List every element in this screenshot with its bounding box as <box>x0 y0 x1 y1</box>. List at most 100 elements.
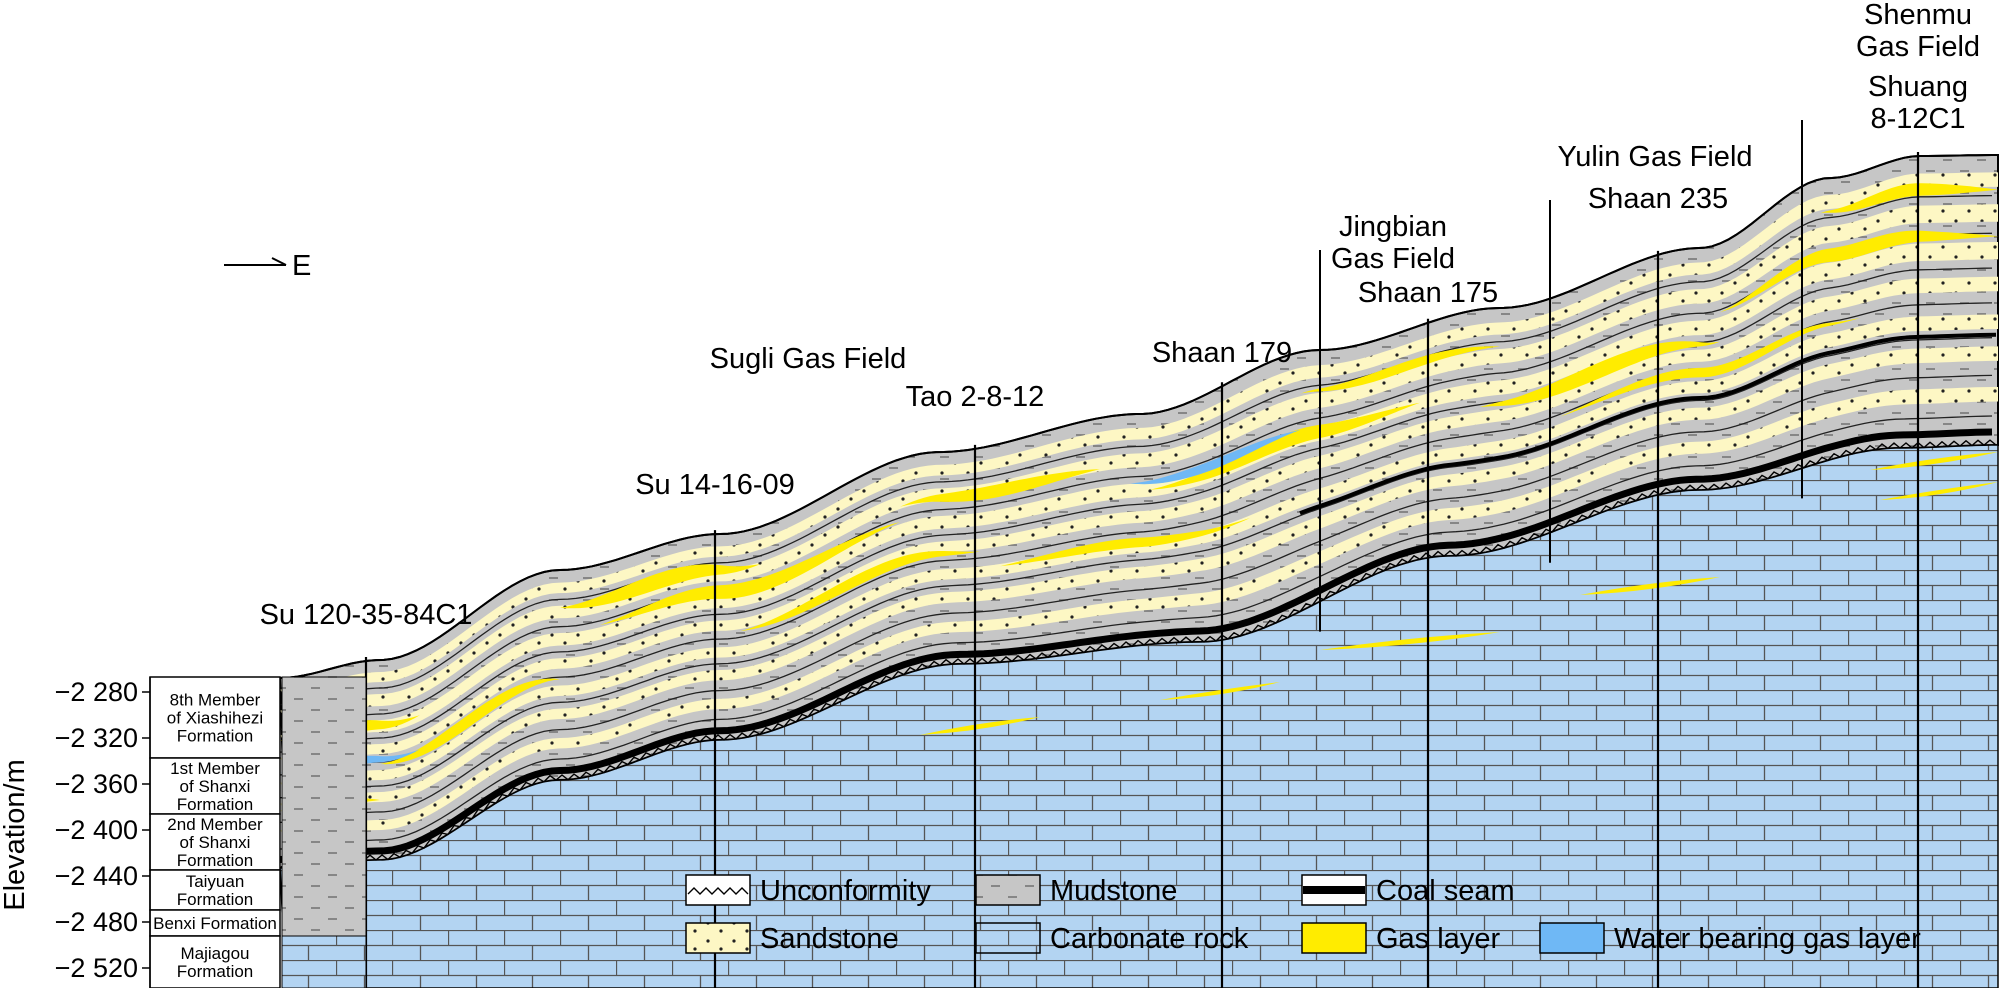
formation-label: of Shanxi <box>180 777 251 796</box>
sandstone-band <box>280 387 1998 840</box>
legend-swatch <box>1301 922 1367 954</box>
formation-label: 8th Member <box>170 691 261 710</box>
formation-cell <box>149 935 281 988</box>
legend-swatch-mark <box>1303 886 1365 894</box>
legend-label: Carbonate rock <box>1050 923 1249 955</box>
gas-layer-lens <box>1560 317 1860 417</box>
unconformity-line <box>279 439 1997 869</box>
axis-tick-label: −2 520 <box>55 953 138 983</box>
formation-label: Formation <box>177 727 254 746</box>
legend-item-water: Water bearing gas layer <box>1539 922 1921 955</box>
legend-swatch <box>685 922 751 954</box>
legend: Unconformity Mudstone Coal seam Sandstone Ca… <box>685 874 1921 955</box>
gas-layer-lens <box>1870 452 1998 470</box>
formation-label: of Xiashihezi <box>167 709 263 728</box>
legend-swatch-mark <box>687 887 749 895</box>
gas-layer-lens <box>920 717 1040 735</box>
formation-label: Taiyuan <box>186 872 245 891</box>
formation-label: Formation <box>177 890 254 909</box>
gas-field-label: Gas Field <box>1331 243 1455 275</box>
legend-swatch <box>975 874 1041 906</box>
formation-cell <box>149 676 281 759</box>
formation-cell <box>149 869 281 911</box>
gas-field-label: Jingbian <box>1339 211 1447 243</box>
sandstone-band <box>280 276 1998 768</box>
formation-label: Formation <box>177 962 254 981</box>
legend-item-coal: Coal seam <box>1301 874 1515 907</box>
gas-layer-lens <box>600 522 900 626</box>
well-label: Shaan 235 <box>1588 183 1728 215</box>
gas-layer-lens <box>1320 632 1500 650</box>
legend-item-carbonate: Carbonate rock <box>975 922 1249 955</box>
bed-boundary <box>279 267 1993 753</box>
sandstone-band <box>280 172 1998 699</box>
gas-layer-lens <box>1480 341 1720 407</box>
gas-layer-lens <box>1580 577 1720 595</box>
gas-layer-lens <box>380 678 560 765</box>
bed-boundary <box>279 337 1993 799</box>
column-strip <box>281 676 367 937</box>
well-label: Shaan 175 <box>1358 277 1498 309</box>
formation-label: Benxi Formation <box>153 914 277 933</box>
coal-seam <box>279 428 1993 863</box>
bed-boundary <box>279 415 1993 850</box>
bed-boundary <box>279 232 1993 730</box>
column-strip <box>281 935 367 988</box>
axis-tick-label: −2 360 <box>55 769 138 799</box>
sandstone-band <box>280 346 1998 813</box>
gas-layer-lens <box>1720 230 1998 313</box>
formation-cell <box>149 813 281 871</box>
well-label: Shaan 179 <box>1152 337 1292 369</box>
formation-label: 1st Member <box>170 759 260 778</box>
strata-body <box>278 154 1999 988</box>
elevation-axis: Elevation/m −2 280 −2 320 −2 360 −2 400 −2 4… <box>0 677 151 988</box>
gas-layer-lens <box>1880 482 1998 500</box>
arrow-head <box>271 257 287 266</box>
axis-tick-label: −2 280 <box>55 677 138 707</box>
gas-field-label: Sugli Gas Field <box>710 343 907 375</box>
axis-tick-label: −2 400 <box>55 815 138 845</box>
well-label: Shuang <box>1868 71 1968 103</box>
gas-layer-lens <box>1000 518 1250 567</box>
legend-label: Gas layer <box>1376 923 1500 955</box>
legend-label: Sandstone <box>760 923 899 955</box>
gas-layer-lens <box>1300 346 1500 394</box>
well-label: Su 120-35-84C1 <box>260 599 473 631</box>
carbonate-package <box>279 444 1999 988</box>
coal-seam <box>1299 332 1997 515</box>
legend-label: Coal seam <box>1376 875 1515 907</box>
well-label: 8-12C1 <box>1870 103 1965 135</box>
bed-boundary <box>279 194 1993 706</box>
gas-layer-lens <box>560 564 760 609</box>
legend-item-sandstone: Sandstone <box>685 922 899 955</box>
legend-item-unconformity: Unconformity <box>685 874 931 907</box>
gas-layer-lens <box>740 551 980 632</box>
legend-item-gas: Gas layer <box>1301 922 1500 955</box>
formation-label: Majiagou <box>181 944 250 963</box>
bed-boundary <box>279 374 1993 824</box>
well-label: Tao 2-8-12 <box>906 381 1045 413</box>
direction-indicator: E <box>224 250 311 282</box>
legend-item-mudstone: Mudstone <box>975 874 1177 907</box>
gas-layer-lens <box>1160 682 1280 700</box>
gas-field-label: Yulin Gas Field <box>1557 141 1752 173</box>
legend-label: Water bearing gas layer <box>1614 923 1921 955</box>
sandstone-band <box>280 314 1998 792</box>
legend-swatch <box>975 922 1041 954</box>
well-group: Su 120-35-84C1 Su 14-16-09 Tao 2-8-12 Shaan… <box>260 71 1968 988</box>
axis-tick-label: −2 480 <box>55 907 138 937</box>
axis-title: Elevation/m <box>0 759 31 911</box>
gas-layer-lens <box>900 469 1100 507</box>
sandstone-band <box>280 242 1998 747</box>
gas-field-label: Shenmu <box>1864 0 1972 31</box>
well-label: Su 14-16-09 <box>635 469 795 501</box>
sandstone-band <box>280 204 1998 722</box>
gas-layer-lens <box>1820 183 1998 214</box>
gas-field-label: Gas Field <box>1856 31 1980 63</box>
direction-label: E <box>292 250 311 282</box>
axis-tick-label: −2 320 <box>55 723 138 753</box>
legend-label: Mudstone <box>1050 875 1177 907</box>
